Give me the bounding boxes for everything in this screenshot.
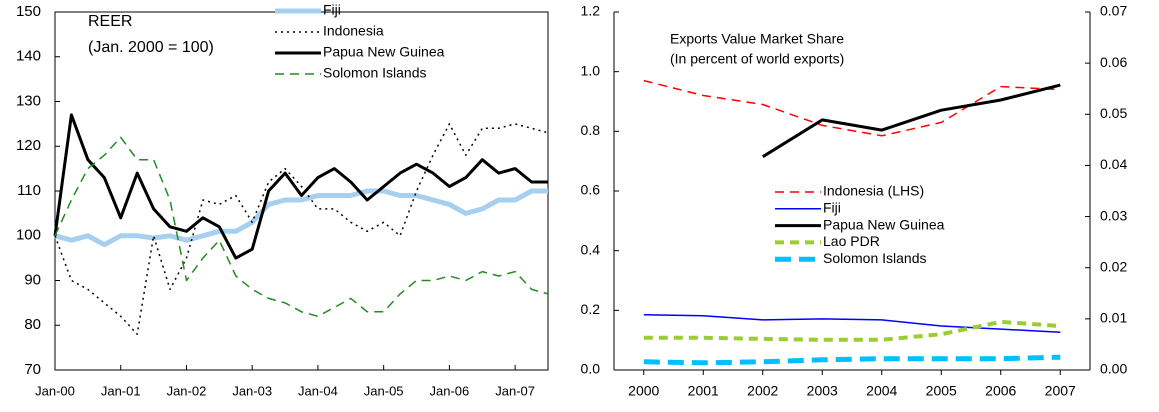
x-tick-label: Jan-06 [430,383,470,398]
legend-label: Fiji [823,200,841,216]
x-tick-label: 2003 [807,383,838,399]
series-line [762,83,1061,158]
x-tick-label: Jan-07 [495,383,535,398]
legend-label: Indonesia [323,23,384,39]
x-tick-label: 2002 [747,383,778,399]
legend-label: Solomon Islands [823,250,927,266]
x-tick-label: 2000 [628,383,659,399]
legend-label: Papua New Guinea [823,216,945,232]
y-tick-label: 120 [16,137,41,154]
y-tick-label: 1.2 [581,3,601,19]
series-line [643,79,1061,137]
x-tick-label: Jan-05 [364,383,404,398]
chart-title: Exports Value Market Share [670,31,844,47]
y-tick-label: 1.0 [581,62,601,78]
series-line [54,123,549,335]
legend-label: Fiji [323,2,341,18]
y-tick-label: 0.4 [581,241,601,257]
series-line [643,354,1061,366]
chart-subtitle: (Jan. 2000 = 100) [88,39,214,56]
y-tick-label: 0.6 [581,182,601,198]
y-tick-label: 110 [17,182,41,199]
chart-subtitle: (In percent of world exports) [670,51,844,67]
y2-tick-label: 0.01 [1100,310,1127,326]
x-tick-label: Jan-01 [101,383,141,398]
plot-frame [54,11,549,371]
legend-label: Lao PDR [823,233,880,249]
x-tick-label: 2006 [985,383,1016,399]
x-tick-label: Jan-03 [232,383,272,398]
x-tick-label: Jan-00 [35,383,75,398]
y2-tick-label: 0.05 [1100,105,1127,121]
chart-title: REER [88,13,132,30]
y-tick-label: 80 [24,316,41,333]
series-line [643,319,1061,342]
y-tick-label: 70 [24,361,41,378]
y-tick-label: 150 [16,3,41,20]
y-tick-label: 130 [16,92,41,109]
series-line [643,314,1061,333]
series-line [53,113,548,260]
x-tick-label: 2007 [1045,383,1076,399]
y-tick-label: 100 [16,227,41,244]
legend-label: Papua New Guinea [323,44,445,60]
x-tick-label: 2004 [866,383,897,399]
series-line [54,188,548,248]
legend-label: Indonesia (LHS) [823,183,924,199]
y2-tick-label: 0.04 [1100,156,1127,172]
y2-tick-label: 0.03 [1100,207,1127,223]
y2-tick-label: 0.06 [1100,54,1127,70]
x-tick-label: Jan-04 [298,383,338,398]
y2-tick-label: 0.07 [1100,3,1127,19]
x-tick-label: 2001 [688,383,719,399]
x-tick-label: Jan-02 [167,383,207,398]
y-tick-label: 90 [24,271,41,288]
x-tick-label: 2005 [926,383,957,399]
legend-label: Solomon Islands [323,65,427,81]
y-tick-label: 0.2 [581,301,601,317]
y2-tick-label: 0.02 [1100,258,1127,274]
y-tick-label: 140 [16,48,41,65]
y-tick-label: 0.8 [581,122,601,138]
y-tick-label: 0.0 [581,361,601,377]
series-line [54,136,549,318]
y2-tick-label: 0.00 [1100,361,1127,377]
